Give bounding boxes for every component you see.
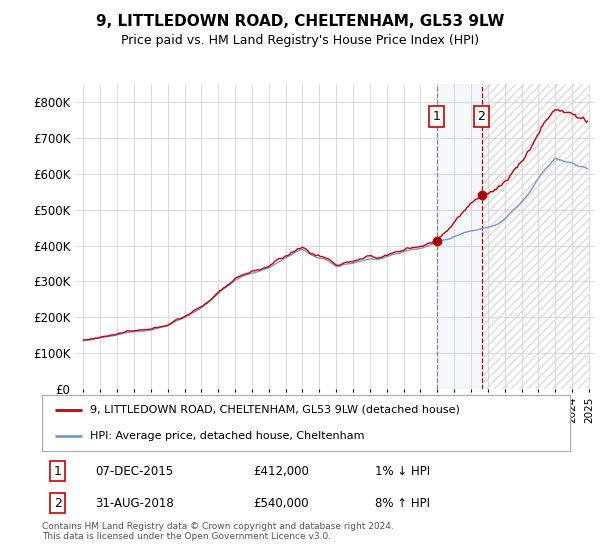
Text: £540,000: £540,000 xyxy=(253,497,309,510)
Text: 31-AUG-2018: 31-AUG-2018 xyxy=(95,497,173,510)
Text: Contains HM Land Registry data © Crown copyright and database right 2024.
This d: Contains HM Land Registry data © Crown c… xyxy=(42,522,394,542)
Text: HPI: Average price, detached house, Cheltenham: HPI: Average price, detached house, Chel… xyxy=(89,431,364,441)
Bar xyxy=(437,84,482,389)
Bar xyxy=(482,84,589,389)
Text: 8% ↑ HPI: 8% ↑ HPI xyxy=(374,497,430,510)
Text: 2: 2 xyxy=(54,497,62,510)
Text: 1: 1 xyxy=(54,465,62,478)
Text: 1% ↓ HPI: 1% ↓ HPI xyxy=(374,465,430,478)
Text: £412,000: £412,000 xyxy=(253,465,309,478)
Text: 07-DEC-2015: 07-DEC-2015 xyxy=(95,465,173,478)
Text: 2: 2 xyxy=(478,110,485,123)
Bar xyxy=(482,84,589,389)
Text: 1: 1 xyxy=(433,110,440,123)
Text: Price paid vs. HM Land Registry's House Price Index (HPI): Price paid vs. HM Land Registry's House … xyxy=(121,34,479,46)
Text: 9, LITTLEDOWN ROAD, CHELTENHAM, GL53 9LW: 9, LITTLEDOWN ROAD, CHELTENHAM, GL53 9LW xyxy=(96,14,504,29)
Text: 9, LITTLEDOWN ROAD, CHELTENHAM, GL53 9LW (detached house): 9, LITTLEDOWN ROAD, CHELTENHAM, GL53 9LW… xyxy=(89,405,460,415)
